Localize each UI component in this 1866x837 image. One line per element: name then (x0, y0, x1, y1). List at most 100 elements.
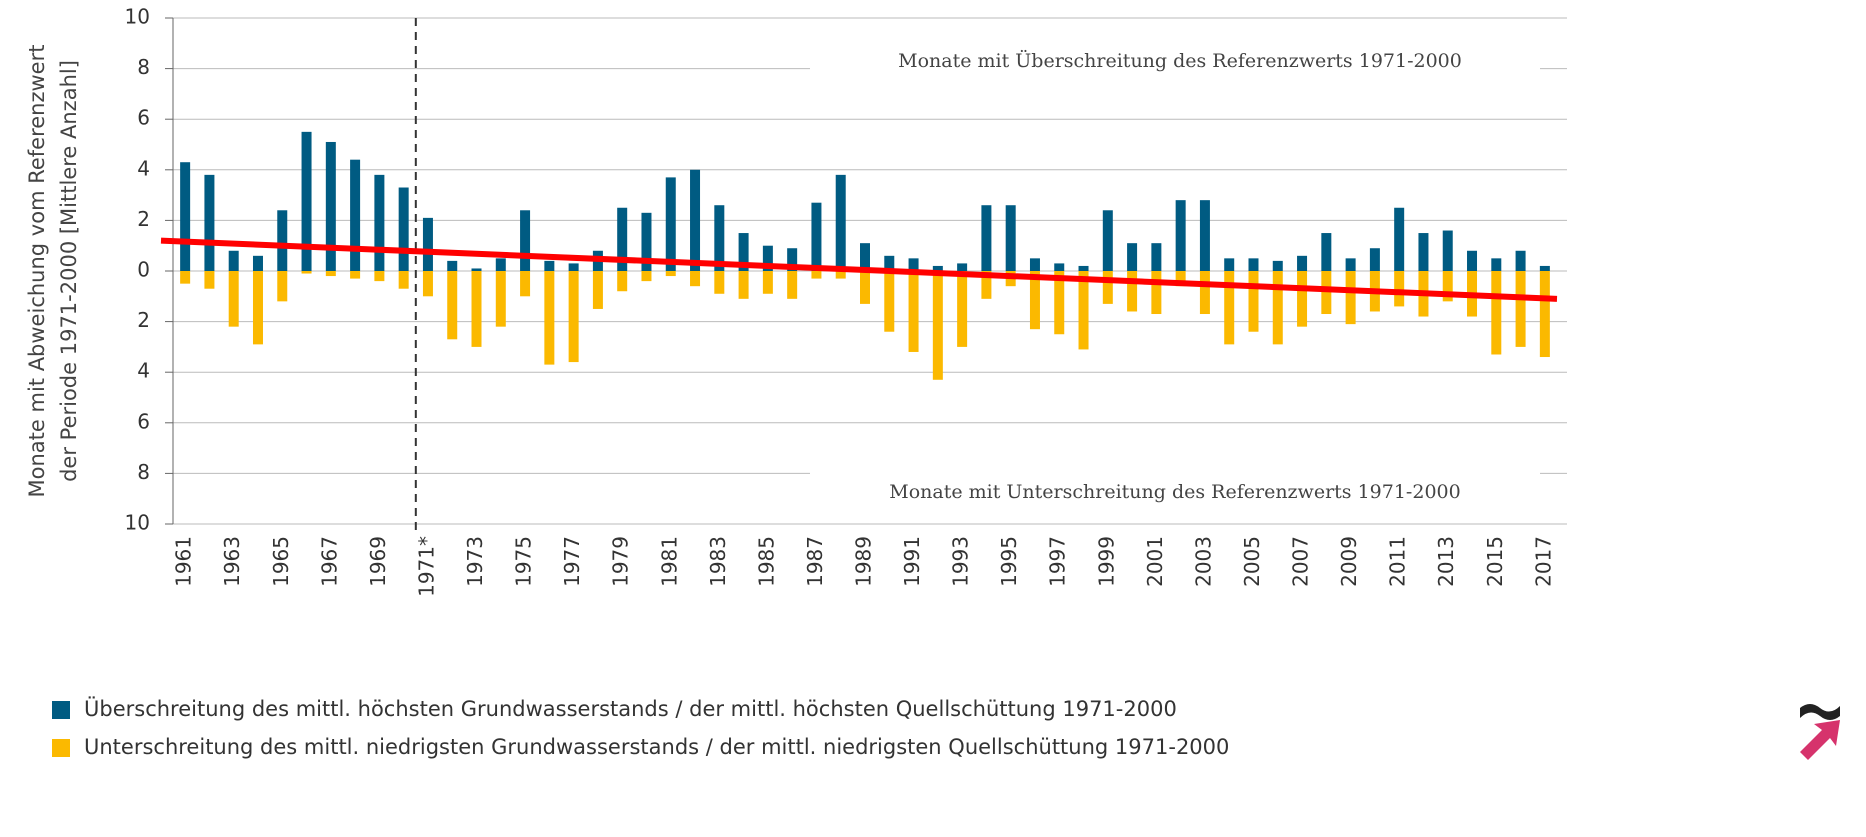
bar (1272, 260, 1283, 271)
bar (568, 263, 579, 271)
x-tick-label: 1991 (900, 536, 924, 587)
bar (1442, 271, 1453, 302)
bar (884, 271, 895, 332)
bar (860, 243, 870, 271)
bar (787, 248, 798, 271)
bar (325, 141, 336, 271)
bar (787, 271, 798, 299)
legend-label: Überschreitung des mittl. höchsten Grund… (84, 696, 1177, 721)
bar (617, 271, 628, 292)
bar (908, 271, 919, 352)
bar (665, 271, 676, 277)
bar (1539, 271, 1550, 358)
bar (1054, 263, 1065, 271)
bar (1515, 250, 1526, 271)
bar (398, 271, 409, 289)
bar (1394, 207, 1405, 271)
bar (180, 162, 191, 271)
x-tick-label: 2007 (1289, 536, 1313, 587)
bar (204, 174, 215, 271)
x-tick-label: 2013 (1434, 536, 1458, 587)
bar (1029, 271, 1040, 330)
bar (520, 210, 531, 271)
bar (1369, 248, 1380, 271)
bar (228, 271, 239, 327)
y-tick-label: 8 (137, 55, 150, 79)
bar (374, 174, 385, 271)
x-tick-label: 1971* (414, 536, 438, 597)
bar (568, 271, 579, 363)
bar (252, 255, 263, 271)
bar (1539, 265, 1550, 271)
bar (447, 271, 458, 340)
x-tick-label: 1965 (269, 536, 293, 587)
x-tick-label: 1977 (560, 536, 584, 587)
x-tick-label: 1983 (706, 536, 730, 587)
bar (908, 258, 919, 271)
bar (1515, 271, 1526, 347)
bar (471, 271, 482, 347)
bar (1078, 271, 1089, 350)
bar (1442, 230, 1453, 271)
bar (738, 233, 749, 271)
bar (252, 271, 263, 345)
bar (1102, 210, 1113, 271)
bar (957, 263, 968, 271)
bar (204, 271, 215, 289)
x-tick-label: 2001 (1143, 536, 1167, 587)
bar (981, 271, 992, 299)
x-tick-label: 1985 (754, 536, 778, 587)
x-tick-label: 1989 (852, 536, 876, 587)
x-tick-label: 2009 (1337, 536, 1361, 587)
x-tick-label: 1979 (609, 536, 633, 587)
bar (641, 212, 652, 271)
legend-label: Unterschreitung des mittl. niedrigsten G… (84, 735, 1229, 759)
bar (762, 245, 773, 271)
bar (932, 271, 943, 380)
y-tick-label: 10 (125, 511, 150, 535)
bar (520, 271, 531, 297)
bar (1151, 243, 1162, 271)
bar (1224, 271, 1235, 345)
bar (180, 271, 191, 284)
bar (1151, 271, 1162, 315)
bar (1297, 271, 1308, 327)
bar (617, 207, 628, 271)
bar (835, 271, 846, 279)
y-tick-label: 4 (137, 359, 150, 383)
bar (1005, 205, 1016, 271)
bar (811, 271, 822, 279)
bar (1199, 271, 1210, 315)
bar (1345, 271, 1356, 325)
annotation: Monate mit Überschreitung des Referenzwe… (898, 49, 1462, 72)
y-tick-label: 6 (137, 409, 150, 433)
bar (495, 271, 506, 327)
bar (1127, 243, 1138, 271)
x-tick-label: 1967 (317, 536, 341, 587)
x-tick-label: 1981 (657, 536, 681, 587)
bar (1078, 265, 1089, 271)
bar (714, 205, 725, 271)
bar (544, 260, 555, 271)
bar (1467, 250, 1478, 271)
trend-icon (1800, 720, 1840, 760)
bar (1248, 258, 1259, 271)
y-tick-label: 2 (137, 207, 150, 231)
bar (301, 131, 312, 271)
bar (1175, 200, 1186, 271)
x-tick-label: 1969 (366, 536, 390, 587)
bar (738, 271, 749, 299)
x-tick-label: 2005 (1240, 536, 1264, 587)
bar (860, 271, 870, 304)
bar (1224, 258, 1235, 271)
bar (1272, 271, 1283, 345)
bar (1491, 271, 1502, 355)
y-axis-label: Monate mit Abweichung vom Referenzwert (25, 45, 49, 498)
bar (1394, 271, 1405, 307)
bar (277, 210, 288, 271)
x-tick-label: 2011 (1386, 536, 1410, 587)
bar (835, 174, 846, 271)
bar (1029, 258, 1040, 271)
annotation-bg (810, 42, 1540, 80)
